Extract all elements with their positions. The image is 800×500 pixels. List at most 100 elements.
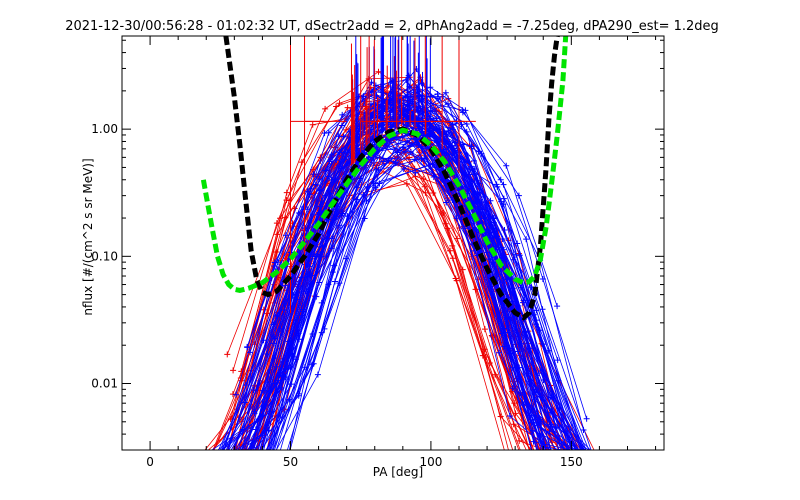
data-marker bbox=[459, 109, 466, 116]
data-marker bbox=[529, 451, 535, 457]
data-marker bbox=[536, 451, 542, 457]
data-marker bbox=[260, 337, 267, 344]
data-marker bbox=[544, 451, 550, 457]
data-marker bbox=[246, 451, 252, 457]
data-marker bbox=[454, 235, 461, 242]
data-marker bbox=[553, 451, 559, 457]
data-marker bbox=[540, 451, 546, 457]
data-marker bbox=[209, 451, 215, 457]
data-marker bbox=[591, 451, 597, 457]
data-marker bbox=[533, 307, 540, 314]
data-marker bbox=[449, 126, 456, 133]
data-marker bbox=[238, 451, 244, 457]
data-marker bbox=[226, 451, 232, 457]
x-tick-label: 100 bbox=[419, 455, 442, 469]
data-marker bbox=[490, 215, 497, 222]
data-marker bbox=[307, 191, 314, 198]
data-marker bbox=[530, 451, 536, 457]
data-marker bbox=[544, 451, 550, 457]
y-axis-label: nflux [#/(cm^2 s sr MeV)] bbox=[81, 158, 95, 315]
y-tick-label: 1.00 bbox=[91, 122, 118, 136]
data-marker bbox=[329, 269, 336, 276]
x-tick-label: 150 bbox=[560, 455, 583, 469]
data-marker bbox=[333, 157, 340, 164]
data-marker bbox=[243, 451, 249, 457]
data-marker bbox=[203, 451, 209, 457]
series-line bbox=[275, 163, 580, 450]
data-marker bbox=[499, 254, 506, 261]
data-marker bbox=[235, 451, 241, 457]
data-marker bbox=[553, 451, 559, 457]
data-marker bbox=[548, 451, 554, 457]
data-marker bbox=[404, 138, 411, 145]
data-marker bbox=[523, 236, 530, 243]
data-marker bbox=[363, 197, 370, 204]
data-marker bbox=[235, 451, 241, 457]
data-marker bbox=[583, 451, 589, 457]
data-marker bbox=[229, 391, 236, 398]
data-marker bbox=[234, 451, 240, 457]
data-marker bbox=[222, 449, 224, 450]
data-marker bbox=[246, 451, 252, 457]
data-marker bbox=[375, 68, 382, 75]
data-marker bbox=[517, 451, 523, 457]
data-marker bbox=[223, 451, 229, 457]
data-marker bbox=[214, 451, 220, 457]
data-marker bbox=[234, 451, 240, 457]
data-marker bbox=[241, 399, 248, 406]
data-marker bbox=[209, 451, 215, 457]
data-marker bbox=[224, 451, 230, 457]
data-marker bbox=[532, 451, 538, 457]
data-marker bbox=[515, 192, 522, 199]
data-marker bbox=[376, 180, 383, 187]
chart-title: 2021-12-30/00:56:28 - 01:02:32 UT, dSect… bbox=[65, 19, 719, 34]
data-marker bbox=[589, 451, 595, 457]
data-marker bbox=[217, 451, 223, 457]
data-marker bbox=[478, 199, 485, 206]
data-marker bbox=[242, 451, 248, 457]
data-marker bbox=[209, 451, 215, 457]
data-marker bbox=[443, 199, 450, 206]
data-marker bbox=[218, 451, 224, 457]
data-marker bbox=[353, 196, 360, 203]
data-marker bbox=[216, 451, 222, 457]
data-marker bbox=[547, 421, 554, 428]
x-tick-label: 50 bbox=[283, 455, 298, 469]
data-marker bbox=[549, 451, 555, 457]
data-marker bbox=[215, 451, 221, 457]
data-marker bbox=[264, 451, 270, 457]
data-marker bbox=[295, 209, 302, 216]
data-marker bbox=[249, 451, 255, 457]
data-marker bbox=[246, 451, 252, 457]
data-marker bbox=[208, 451, 214, 457]
data-marker bbox=[506, 451, 512, 457]
data-marker bbox=[260, 451, 266, 457]
data-marker bbox=[271, 263, 278, 270]
data-marker bbox=[247, 349, 254, 356]
data-marker bbox=[503, 162, 510, 169]
data-marker bbox=[229, 451, 235, 457]
data-marker bbox=[318, 329, 325, 336]
data-marker bbox=[218, 451, 224, 457]
data-marker bbox=[212, 451, 218, 457]
data-marker bbox=[445, 127, 452, 134]
data-marker bbox=[222, 451, 228, 457]
data-marker bbox=[403, 180, 410, 187]
y-tick-label: 0.01 bbox=[91, 377, 118, 391]
data-marker bbox=[252, 451, 258, 457]
data-marker bbox=[286, 197, 293, 204]
data-marker bbox=[463, 120, 470, 127]
data-marker bbox=[263, 451, 269, 457]
data-marker bbox=[255, 451, 261, 457]
data-marker bbox=[245, 451, 251, 457]
data-marker bbox=[461, 159, 468, 166]
data-marker bbox=[243, 451, 249, 457]
data-marker bbox=[224, 451, 230, 457]
data-marker bbox=[511, 451, 517, 457]
data-marker bbox=[344, 104, 351, 111]
data-marker bbox=[206, 451, 212, 457]
data-marker bbox=[257, 451, 263, 457]
data-marker bbox=[546, 451, 552, 457]
data-marker bbox=[223, 451, 229, 457]
